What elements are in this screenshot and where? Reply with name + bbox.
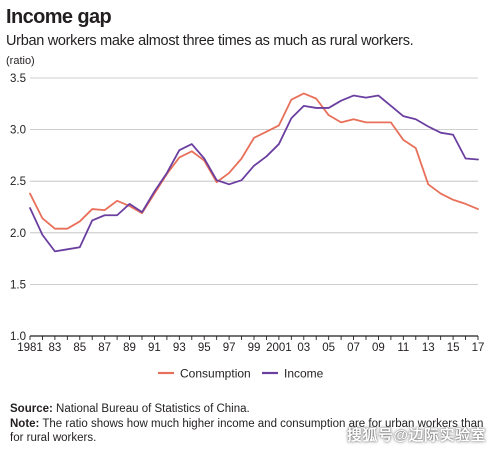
x-tick-label: 99 [248, 342, 261, 354]
legend-label-consumption: Consumption [180, 367, 251, 381]
source-line: Source: National Bureau of Statistics of… [10, 402, 488, 417]
x-tick-label: 97 [223, 342, 236, 354]
x-tick-label: 2001 [266, 342, 292, 354]
note-label: Note: [10, 417, 40, 430]
note-line: Note: The ratio shows how much higher in… [10, 417, 488, 446]
x-tick-label: 15 [447, 342, 460, 354]
x-tick-label: 1981 [17, 342, 43, 354]
x-tick-label: 13 [422, 342, 435, 354]
chart-footer: Source: National Bureau of Statistics of… [10, 402, 488, 446]
x-tick-label: 11 [397, 342, 409, 354]
source-text: National Bureau of Statistics of China. [52, 403, 250, 415]
legend: Consumption Income [158, 367, 324, 381]
y-tick-label: 3.0 [10, 125, 26, 137]
y-tick-label: 3.5 [10, 73, 26, 85]
x-tick-label: 95 [198, 342, 211, 354]
chart-title: Income gap [6, 6, 112, 28]
grid-layer [30, 77, 478, 285]
source-label: Source: [10, 403, 53, 415]
x-tick-label: 87 [98, 342, 111, 354]
y-tick-label: 1.5 [10, 279, 26, 291]
x-tick-label: 89 [123, 342, 136, 354]
series-line-consumption [29, 92, 479, 230]
y-axis-unit-label: (ratio) [6, 55, 35, 67]
x-tick-label: 03 [297, 342, 310, 354]
axis-layer: 1.0 1.5 2.0 2.5 3.0 3.5 1981 83 85 87 89 91 93 95 97 99… [10, 73, 484, 354]
x-tick-label: 17 [472, 342, 485, 354]
chart-subtitle: Urban workers make almost three times as… [6, 33, 414, 49]
series-line-income [29, 94, 479, 253]
y-tick-label: 2.0 [10, 228, 26, 240]
y-tick-label: 1.0 [10, 331, 26, 343]
x-tick-label: 85 [73, 342, 86, 354]
x-tick-label: 83 [48, 342, 61, 354]
watermark: 搜狐号@边际实验室 [346, 427, 486, 444]
x-tick-label: 91 [148, 342, 161, 354]
legend-label-income: Income [284, 367, 324, 381]
y-tick-label: 2.5 [10, 176, 26, 188]
x-tick-label: 07 [347, 342, 360, 354]
note-text: The ratio shows how much higher income a… [10, 417, 484, 445]
x-tick-label: 09 [372, 342, 385, 354]
x-tick-label: 05 [322, 342, 335, 354]
series-layer [29, 92, 479, 253]
x-tick-label: 93 [173, 342, 186, 354]
